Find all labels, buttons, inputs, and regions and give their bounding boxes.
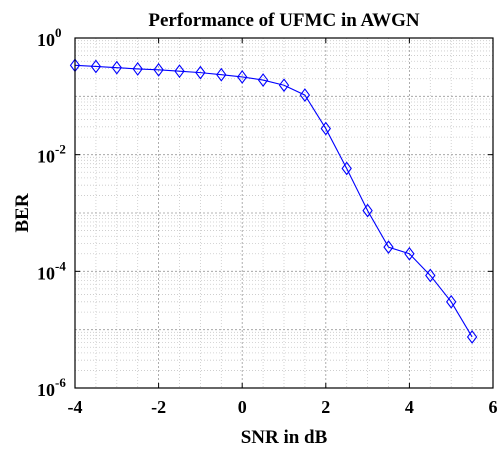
ber-data-point	[299, 88, 311, 103]
y-tick-labels: 100 10-2 10-4 10-6	[37, 25, 493, 400]
ber-data-point	[425, 268, 436, 283]
x-tick-label: -2	[151, 397, 166, 417]
ber-data-point	[174, 64, 185, 79]
x-tick-label: 0	[238, 397, 247, 417]
ber-data-point	[216, 67, 227, 82]
ber-data-point	[320, 121, 331, 136]
series-layer	[69, 58, 478, 344]
chart-title: Performance of UFMC in AWGN	[148, 10, 419, 31]
x-tick-label: 6	[489, 397, 498, 417]
x-tick-label: -4	[68, 397, 83, 417]
ber-data-point	[237, 70, 248, 84]
ber-data-point	[132, 62, 143, 76]
x-tick-label: 4	[405, 397, 414, 417]
y-tick-label: 10-4	[37, 258, 66, 283]
y-tick-label: 10-6	[37, 375, 66, 400]
ber-data-point	[153, 62, 164, 77]
ber-data-point	[404, 246, 415, 261]
ber-data-point	[195, 65, 206, 80]
ber-data-point	[257, 73, 269, 87]
y-tick-label: 10-2	[37, 142, 66, 167]
ber-data-point	[466, 330, 478, 344]
y-axis-label: BER	[12, 193, 33, 232]
y-tick-label: 100	[37, 25, 62, 50]
ber-data-point	[383, 240, 394, 255]
ber-data-point	[362, 203, 373, 218]
x-axis-label: SNR in dB	[241, 427, 328, 448]
ber-data-point	[90, 59, 102, 74]
ber-data-point	[278, 78, 290, 93]
x-tick-label: 2	[321, 397, 330, 417]
x-tick-labels: -4 -2 0 2 4 6	[68, 38, 498, 417]
plot-frame	[74, 37, 494, 389]
ber-data-point	[111, 60, 122, 75]
ber-data-point	[446, 294, 457, 309]
ber-data-point	[341, 161, 352, 176]
